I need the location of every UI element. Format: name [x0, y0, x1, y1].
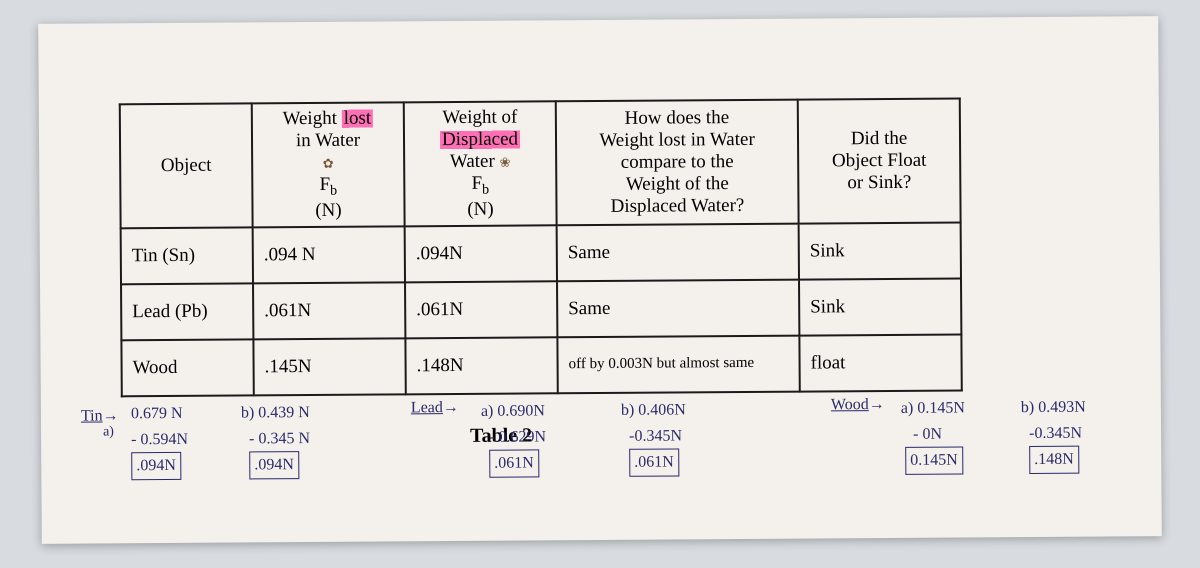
scratch-tin-a: 0.679 N - 0.594N .094N: [131, 401, 188, 480]
header-weight-displaced: Weight of Displaced Water ❀ Fb (N): [404, 101, 557, 226]
scratch-val: - 0.345 N: [249, 430, 310, 447]
cell-object: Wood: [121, 339, 253, 396]
sticker-icon: ✿: [323, 156, 334, 171]
scratch-val: 0.679 N: [131, 405, 183, 422]
scratch-lead: Lead→: [411, 395, 459, 421]
scratch-val: - 0N: [913, 425, 942, 442]
scratch-sub-b: b): [241, 404, 254, 421]
cell-value: .061N: [253, 282, 405, 339]
scratch-label: Lead: [411, 399, 443, 416]
scratch-sub-b: b): [621, 402, 634, 419]
scratch-lead-b: b) 0.406N -0.345N .061N: [621, 397, 686, 476]
scratch-label: Tin: [81, 407, 103, 424]
scratch-sub-a: a): [103, 421, 114, 443]
cell-value: .094N: [405, 225, 557, 282]
hdr-text: Did the: [851, 128, 908, 149]
table-row: Lead (Pb) .061N .061N Same Sink: [121, 278, 961, 340]
scratch-val: - 0.629N: [489, 428, 546, 445]
hdr-text: compare to the: [621, 151, 734, 173]
cell-value: off by 0.003N but almost same: [557, 335, 799, 393]
header-compare: How does the Weight lost in Water compar…: [556, 100, 799, 225]
scratch-wood: Wood→: [831, 392, 885, 418]
hdr-text: or Sink?: [847, 172, 911, 193]
hdr-text: Displaced Water?: [611, 195, 745, 217]
header-object: Object: [120, 103, 253, 228]
cell-object: Lead (Pb): [121, 283, 253, 340]
hdr-highlighted: lost: [342, 108, 374, 129]
hdr-text: Weight of the: [626, 173, 729, 195]
hdr-text: Weight: [282, 108, 337, 129]
cell-value: Sink: [799, 222, 961, 279]
scratch-sub-a: a): [901, 400, 914, 417]
scratch-val: 0.493N: [1038, 399, 1086, 416]
hdr-text: Water: [450, 151, 495, 172]
data-table: Object Weight lost in Water ✿ Fb (N) Wei…: [119, 97, 963, 397]
hdr-text: (N): [315, 200, 342, 221]
paper-sheet: Object Weight lost in Water ✿ Fb (N) Wei…: [38, 16, 1162, 544]
sticker-icon: ❀: [499, 155, 510, 170]
header-float-sink: Did the Object Float or Sink?: [798, 98, 961, 223]
scratch-val: 0.690N: [497, 402, 545, 419]
hdr-text: Weight of: [442, 107, 517, 129]
cell-value: Same: [557, 223, 799, 281]
scratch-val: -0.345N: [1029, 424, 1082, 441]
cell-object: Tin (Sn): [121, 227, 253, 284]
scratch-label: Wood: [831, 396, 869, 413]
cell-value: Sink: [799, 278, 961, 335]
scratch-result: 0.145N: [905, 447, 963, 475]
hdr-text: Object Float: [832, 150, 927, 172]
cell-value: .145N: [253, 338, 405, 395]
scratch-val: 0.145N: [917, 399, 965, 416]
scratch-val: - 0.594N: [131, 430, 188, 447]
scratch-sub-a: a): [481, 403, 494, 420]
scratch-result: .061N: [629, 449, 679, 477]
scratch-val: 0.439 N: [258, 404, 310, 421]
scratch-sub-b: b): [1021, 399, 1034, 416]
table-row: Wood .145N .148N off by 0.003N but almos…: [121, 334, 961, 396]
header-weight-lost: Weight lost in Water ✿ Fb (N): [252, 102, 405, 227]
arrow-icon: →: [869, 392, 885, 418]
cell-value: .094 N: [253, 226, 405, 283]
scratch-val: 0.406N: [638, 401, 686, 418]
scratch-val: -0.345N: [629, 427, 682, 444]
scratch-result: .094N: [131, 452, 181, 480]
hdr-text: in Water: [296, 130, 360, 151]
scratch-result: .094N: [249, 451, 299, 479]
scratch-result: .148N: [1029, 446, 1079, 474]
hdr-text: (N): [467, 199, 494, 220]
scratch-tin-b: b) 0.439 N - 0.345 N .094N: [241, 400, 310, 479]
scratch-result: .061N: [489, 450, 539, 478]
arrow-icon: →: [443, 395, 459, 421]
hdr-text: How does the: [625, 107, 730, 129]
hdr-highlighted: Displaced: [440, 129, 520, 151]
scratch-lead-a: a) 0.690N - 0.629N .061N: [481, 398, 546, 477]
cell-value: float: [799, 334, 961, 391]
cell-value: .148N: [405, 337, 557, 394]
scratch-wood-b: b) 0.493N -0.345N .148N: [1021, 395, 1086, 474]
cell-value: .061N: [405, 281, 557, 338]
hdr-text: Weight lost in Water: [599, 129, 755, 151]
table-row: Tin (Sn) .094 N .094N Same Sink: [121, 222, 961, 284]
cell-value: Same: [557, 279, 799, 337]
scratch-wood-a: a) 0.145N - 0N 0.145N: [901, 395, 966, 474]
